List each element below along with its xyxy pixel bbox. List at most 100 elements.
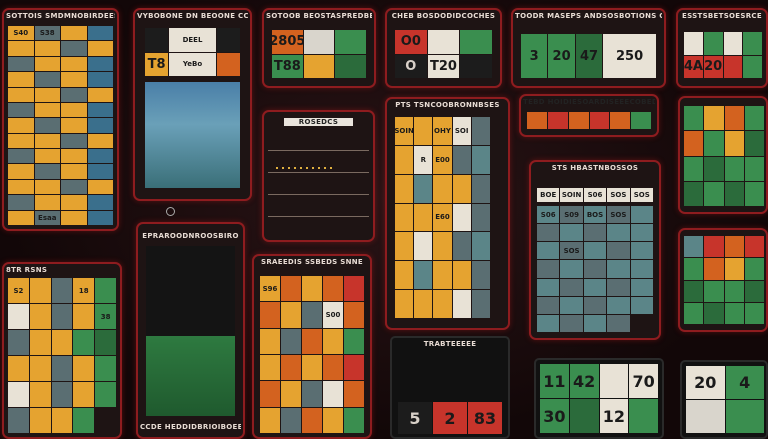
- cell: [686, 400, 725, 433]
- cell: [95, 278, 116, 303]
- cell: [344, 328, 364, 354]
- tablet-footer: CCDE HEDDIDBRIOIBOEE: [140, 423, 241, 431]
- cell: [34, 118, 60, 133]
- tablet-title: VYBOBONE DN BEOONE CCBS: [137, 12, 248, 20]
- home-button[interactable]: [166, 207, 175, 216]
- board-teal[interactable]: STS HBASTNBOSSOS BOE SOIN S06 SOS SOS S06 S09…: [529, 160, 661, 340]
- tablet-screen: [145, 82, 240, 188]
- board-right-middle[interactable]: [678, 96, 768, 214]
- grid-line: [268, 150, 369, 151]
- cell: [433, 174, 452, 203]
- cell: [87, 41, 113, 56]
- cell: 250: [603, 34, 656, 78]
- cell: [281, 355, 301, 381]
- board-center-tall[interactable]: PTS TSNCOOBRONNBSES SOIN OHY SOI R E00 E60: [385, 97, 510, 330]
- cell: [51, 278, 73, 303]
- board-grid: 2805 T88: [272, 30, 366, 78]
- cell: [323, 328, 343, 354]
- grid-line: [268, 216, 369, 217]
- cell: [703, 32, 723, 55]
- cell: [61, 41, 87, 56]
- cell: [743, 32, 762, 55]
- cell: [61, 56, 87, 72]
- board-grid: S06 S09 BOS SOS SOS: [537, 206, 653, 332]
- cell: [631, 112, 651, 129]
- cell: SOS: [607, 188, 630, 202]
- cell: [395, 203, 414, 232]
- cell: [8, 164, 34, 179]
- cell: [537, 260, 560, 278]
- board-orange[interactable]: SOTOOB BEOSTASPREDBES 2805 T88: [262, 8, 376, 88]
- board-grid: [527, 112, 651, 129]
- cell: [8, 408, 29, 433]
- cell: [427, 30, 460, 54]
- score: 83: [468, 402, 502, 434]
- cell: T88: [272, 54, 303, 78]
- cell: [395, 174, 414, 203]
- tablet-title: EPRAROODNROOSBIRO: [142, 232, 239, 240]
- cell: [51, 382, 73, 407]
- cell: [395, 261, 414, 290]
- cell: [260, 407, 280, 433]
- cell: [61, 210, 87, 225]
- cell: [216, 28, 240, 52]
- cell: [471, 261, 490, 290]
- cell: [395, 145, 414, 174]
- cell: [51, 304, 73, 329]
- cell: [414, 290, 433, 318]
- cell: [29, 330, 51, 355]
- cell: [61, 26, 87, 41]
- board-title: TOODR MASEPS ANDSOSBOTIONS COTS: [515, 12, 662, 20]
- marker-dots: [274, 156, 364, 175]
- cell: S09: [560, 206, 583, 224]
- tablet-green[interactable]: EPRAROODNROOSBIRO CCDE HEDDIDBRIOIBOEE: [136, 222, 245, 439]
- board-mixed[interactable]: SRAEEDIS SSBEDS SNNE S96 S00: [252, 254, 372, 439]
- cell: [281, 328, 301, 354]
- grid-line: [268, 194, 369, 195]
- board-black-red[interactable]: CHEB BOSDODIDCOCHES O0 O T20: [385, 8, 502, 88]
- cell: [344, 355, 364, 381]
- cell: [34, 102, 60, 118]
- scoreboard-green[interactable]: 11 42 70 30 12: [534, 358, 664, 439]
- score: 2: [433, 402, 467, 434]
- cell: [8, 118, 34, 133]
- board-right-top[interactable]: ESSTSBETSOESRCE 4A 20: [676, 8, 768, 88]
- tablet-board[interactable]: VYBOBONE DN BEOONE CCBS DEEL T8 YeBo: [133, 8, 252, 201]
- cell: [471, 145, 490, 174]
- cell: [87, 118, 113, 133]
- board-grid: 3 20 47 250: [521, 34, 656, 78]
- cell: [607, 314, 630, 332]
- cell: 4A: [684, 55, 703, 78]
- board-grid: S2 18 38: [8, 278, 116, 433]
- board-green-top[interactable]: TOODR MASEPS ANDSOSBOTIONS COTS 3 20 47 …: [511, 8, 666, 88]
- cell: [73, 382, 95, 407]
- cell: [630, 296, 653, 314]
- board-grid: 5 2 83: [398, 402, 502, 434]
- cell: [8, 195, 34, 210]
- scoreboard-dark[interactable]: TRABTEEEEE 5 2 83: [390, 336, 510, 439]
- board-grid: 20 4: [686, 366, 764, 433]
- board-title: SOTOOB BEOSTASPREDBES: [266, 12, 372, 20]
- board-right-lower[interactable]: [678, 228, 768, 332]
- board-left-bottom[interactable]: 8TR RSNS S2 18 38: [2, 262, 122, 439]
- score: 5: [398, 402, 432, 434]
- cell: [51, 356, 73, 381]
- cell: [8, 382, 29, 407]
- cell: [433, 261, 452, 290]
- cell: [87, 102, 113, 118]
- cell: [87, 72, 113, 87]
- board-dark-grid[interactable]: ROSEDCS: [262, 110, 375, 242]
- board-left-top[interactable]: SOTTOIS SMDMNOBIRDEES S40 S38 Esaa: [2, 8, 119, 231]
- cell: Esaa: [34, 210, 60, 225]
- cell: YeBo: [169, 52, 216, 76]
- cell: [8, 102, 34, 118]
- cell: O0: [395, 30, 427, 54]
- cell: DEEL: [169, 28, 216, 52]
- cell: [61, 195, 87, 210]
- cell: [8, 149, 34, 164]
- scoreboard-right[interactable]: 20 4: [680, 360, 768, 439]
- board-header: BOE SOIN S06 SOS SOS: [537, 188, 653, 202]
- board-orange-wide[interactable]: TEBD HOIDIESOARDISEEECOBEDS: [519, 94, 659, 137]
- cell: [87, 149, 113, 164]
- cell: [607, 242, 630, 260]
